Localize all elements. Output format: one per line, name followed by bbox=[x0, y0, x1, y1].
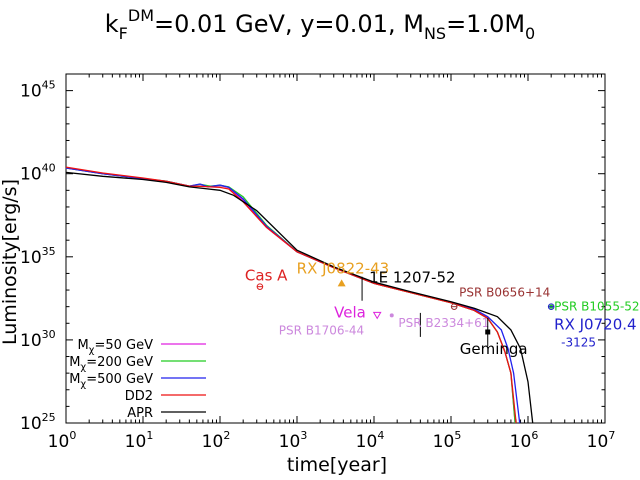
tick-exponent: 7 bbox=[608, 429, 615, 442]
pulsar-label: PSR B1055-52 bbox=[554, 300, 639, 314]
tick-exponent: 2 bbox=[223, 429, 230, 442]
tick-exponent: 45 bbox=[42, 79, 56, 92]
plot-frame bbox=[65, 73, 606, 424]
legend-subscript: χ bbox=[80, 362, 86, 373]
title-subscript: F bbox=[119, 24, 128, 43]
tick-base: 10 bbox=[202, 432, 224, 452]
series-line-3 bbox=[65, 166, 517, 424]
tick-base: 10 bbox=[20, 331, 42, 351]
pulsar-label: Vela bbox=[334, 303, 366, 321]
legend-subscript: χ bbox=[80, 379, 86, 390]
x-tick-label: 103 bbox=[279, 429, 308, 452]
pulsar-marker bbox=[372, 311, 382, 320]
tick-base: 10 bbox=[587, 432, 609, 452]
legend-label: DD2 bbox=[125, 389, 153, 404]
title-part: k bbox=[105, 10, 119, 38]
chart-title: kFDM=0.01 GeV, y=0.01, MNS=1.0M0 bbox=[105, 6, 535, 43]
tick-base: 10 bbox=[510, 432, 532, 452]
legend-text: =50 GeV bbox=[94, 338, 153, 353]
tick-exponent: 3 bbox=[300, 429, 307, 442]
tick-base: 10 bbox=[20, 82, 42, 102]
x-tick-label: 100 bbox=[48, 429, 77, 452]
legend-label: Mχ=200 GeV bbox=[69, 355, 153, 373]
y-axis-label: Luminosity[erg/s] bbox=[0, 179, 21, 345]
title-superscript: DM bbox=[128, 6, 154, 25]
legend-text: APR bbox=[127, 406, 153, 421]
pulsar-label: Cas A bbox=[245, 267, 288, 285]
pulsar-label: PSR B0656+14 bbox=[459, 286, 550, 300]
series-line-4 bbox=[65, 171, 534, 424]
pulsar-label: -3125 bbox=[561, 336, 596, 350]
pulsar-label: RX J0822-43 bbox=[297, 259, 390, 277]
y-tick-label: 1030 bbox=[20, 328, 56, 351]
tick-base: 10 bbox=[433, 432, 455, 452]
series-lines bbox=[65, 166, 534, 424]
tick-exponent: 1 bbox=[146, 429, 153, 442]
legend-text: M bbox=[77, 338, 88, 353]
x-tick-label: 107 bbox=[587, 429, 616, 452]
axis-ticks: 100 101 102 103 104 105 106 1071025103010351040… bbox=[20, 74, 615, 452]
x-tick-label: 102 bbox=[202, 429, 231, 452]
legend-text: =200 GeV bbox=[86, 355, 153, 370]
x-tick-label: 106 bbox=[510, 429, 539, 452]
title-text: kFDM=0.01 GeV, y=0.01, MNS=1.0M0 bbox=[105, 6, 535, 43]
pulsar-label: Geminga bbox=[460, 340, 528, 358]
tick-base: 10 bbox=[356, 432, 378, 452]
tick-exponent: 0 bbox=[69, 429, 76, 442]
x-axis-label: time[year] bbox=[287, 454, 387, 476]
tick-base: 10 bbox=[20, 248, 42, 268]
tick-base: 10 bbox=[20, 165, 42, 185]
x-tick-label: 104 bbox=[356, 429, 385, 452]
tick-exponent: 35 bbox=[42, 245, 56, 258]
tick-base: 10 bbox=[20, 414, 42, 434]
tick-exponent: 30 bbox=[42, 328, 56, 341]
pulsar-marker bbox=[337, 279, 346, 287]
y-tick-label: 1040 bbox=[20, 162, 56, 185]
legend-label: Mχ=50 GeV bbox=[77, 338, 153, 356]
legend-text: =500 GeV bbox=[86, 372, 153, 387]
legend-text: DD2 bbox=[125, 389, 153, 404]
title-subscript: NS bbox=[424, 24, 446, 43]
legend-label: Mχ=500 GeV bbox=[69, 372, 153, 390]
pulsar-label: PSR B2334+61 bbox=[398, 316, 489, 330]
title-part: =0.01 GeV, y=0.01, M bbox=[154, 10, 424, 38]
legend-subscript: χ bbox=[89, 345, 95, 356]
tick-base: 10 bbox=[279, 432, 301, 452]
title-part: =1.0M bbox=[446, 10, 525, 38]
pulsar-label: RX J0720.4 bbox=[554, 316, 636, 334]
y-tick-label: 1025 bbox=[20, 411, 56, 434]
y-tick-label: 1045 bbox=[20, 79, 56, 102]
x-tick-label: 105 bbox=[433, 429, 462, 452]
tick-exponent: 25 bbox=[42, 411, 56, 424]
tick-exponent: 6 bbox=[531, 429, 538, 442]
legend-text: M bbox=[69, 372, 80, 387]
legend-label: APR bbox=[127, 406, 153, 421]
title-subscript: 0 bbox=[525, 24, 535, 43]
tick-base: 10 bbox=[125, 432, 147, 452]
tick-exponent: 4 bbox=[377, 429, 384, 442]
y-tick-label: 1035 bbox=[20, 245, 56, 268]
legend-text: M bbox=[69, 355, 80, 370]
tick-exponent: 40 bbox=[42, 162, 56, 175]
tick-base: 10 bbox=[48, 432, 70, 452]
pulsar-marker bbox=[389, 313, 394, 318]
pulsar-label: 1E 1207-52 bbox=[369, 269, 455, 287]
x-tick-label: 101 bbox=[125, 429, 154, 452]
pulsar-label: PSR B1706-44 bbox=[279, 323, 364, 337]
tick-exponent: 5 bbox=[454, 429, 461, 442]
